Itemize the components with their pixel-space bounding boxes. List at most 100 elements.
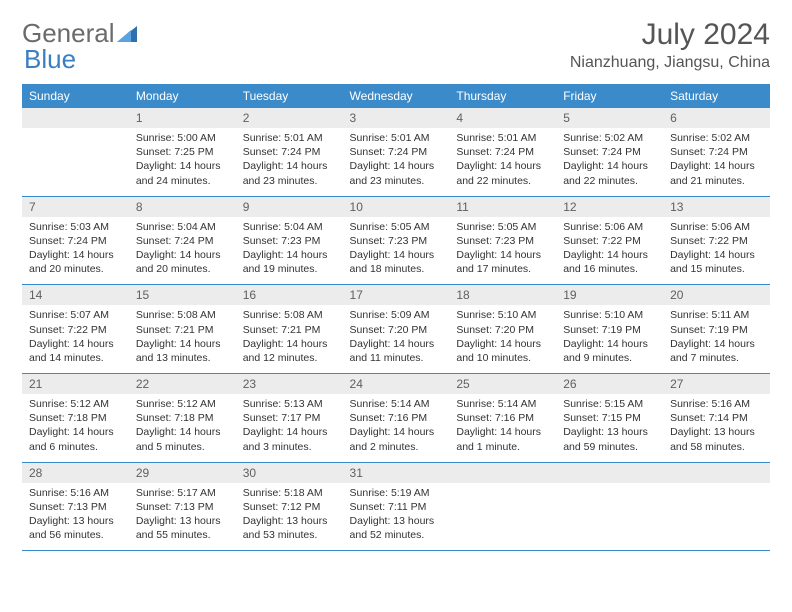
day-detail-line: Daylight: 14 hours (243, 159, 336, 173)
calendar-cell: 22Sunrise: 5:12 AMSunset: 7:18 PMDayligh… (129, 374, 236, 463)
day-detail-line: Sunrise: 5:17 AM (136, 486, 229, 500)
calendar-cell: 17Sunrise: 5:09 AMSunset: 7:20 PMDayligh… (343, 285, 450, 374)
day-number: 15 (129, 285, 236, 305)
day-detail-line: Sunset: 7:21 PM (136, 323, 229, 337)
day-detail-line: Daylight: 13 hours (29, 514, 122, 528)
day-detail-line: Sunrise: 5:13 AM (243, 397, 336, 411)
day-detail-line: Sunset: 7:22 PM (563, 234, 656, 248)
day-detail-line: and 22 minutes. (563, 174, 656, 188)
calendar-cell (449, 462, 556, 551)
calendar-cell: 4Sunrise: 5:01 AMSunset: 7:24 PMDaylight… (449, 108, 556, 196)
day-detail-line: and 11 minutes. (350, 351, 443, 365)
calendar-week-row: 1Sunrise: 5:00 AMSunset: 7:25 PMDaylight… (22, 108, 770, 196)
day-detail-line: Sunset: 7:20 PM (456, 323, 549, 337)
calendar-cell: 20Sunrise: 5:11 AMSunset: 7:19 PMDayligh… (663, 285, 770, 374)
calendar-cell: 11Sunrise: 5:05 AMSunset: 7:23 PMDayligh… (449, 196, 556, 285)
day-detail-line: and 19 minutes. (243, 262, 336, 276)
day-detail-line: Sunset: 7:15 PM (563, 411, 656, 425)
day-detail-line: Sunrise: 5:11 AM (670, 308, 763, 322)
day-detail-line: Sunset: 7:17 PM (243, 411, 336, 425)
day-detail-line: and 16 minutes. (563, 262, 656, 276)
day-details: Sunrise: 5:08 AMSunset: 7:21 PMDaylight:… (236, 305, 343, 373)
day-detail-line: Sunrise: 5:06 AM (670, 220, 763, 234)
day-number: 17 (343, 285, 450, 305)
day-detail-line: Sunrise: 5:05 AM (350, 220, 443, 234)
day-detail-line: Sunrise: 5:12 AM (29, 397, 122, 411)
day-number: 2 (236, 108, 343, 128)
day-detail-line: Sunrise: 5:01 AM (456, 131, 549, 145)
day-detail-line: Sunrise: 5:08 AM (243, 308, 336, 322)
day-details: Sunrise: 5:12 AMSunset: 7:18 PMDaylight:… (129, 394, 236, 462)
calendar-cell: 2Sunrise: 5:01 AMSunset: 7:24 PMDaylight… (236, 108, 343, 196)
day-detail-line: and 9 minutes. (563, 351, 656, 365)
day-detail-line: and 10 minutes. (456, 351, 549, 365)
weekday-header: Sunday (22, 84, 129, 108)
day-details: Sunrise: 5:17 AMSunset: 7:13 PMDaylight:… (129, 483, 236, 551)
calendar-cell: 5Sunrise: 5:02 AMSunset: 7:24 PMDaylight… (556, 108, 663, 196)
day-detail-line: Daylight: 14 hours (456, 248, 549, 262)
day-detail-line: Sunrise: 5:00 AM (136, 131, 229, 145)
day-detail-line: Daylight: 13 hours (670, 425, 763, 439)
day-detail-line: and 23 minutes. (243, 174, 336, 188)
month-title: July 2024 (570, 18, 770, 52)
day-details: Sunrise: 5:14 AMSunset: 7:16 PMDaylight:… (343, 394, 450, 462)
day-number: 28 (22, 463, 129, 483)
day-detail-line: and 52 minutes. (350, 528, 443, 542)
day-detail-line: Sunset: 7:11 PM (350, 500, 443, 514)
day-details: Sunrise: 5:18 AMSunset: 7:12 PMDaylight:… (236, 483, 343, 551)
calendar-cell: 27Sunrise: 5:16 AMSunset: 7:14 PMDayligh… (663, 374, 770, 463)
calendar-cell: 23Sunrise: 5:13 AMSunset: 7:17 PMDayligh… (236, 374, 343, 463)
day-detail-line: Daylight: 14 hours (350, 337, 443, 351)
day-detail-line: and 24 minutes. (136, 174, 229, 188)
day-detail-line: Sunset: 7:13 PM (29, 500, 122, 514)
day-detail-line: and 12 minutes. (243, 351, 336, 365)
calendar-header-row: SundayMondayTuesdayWednesdayThursdayFrid… (22, 84, 770, 108)
day-number: 25 (449, 374, 556, 394)
day-details (449, 483, 556, 541)
calendar-table: SundayMondayTuesdayWednesdayThursdayFrid… (22, 84, 770, 551)
location-subtitle: Nianzhuang, Jiangsu, China (570, 54, 770, 72)
day-detail-line: Sunset: 7:12 PM (243, 500, 336, 514)
day-number: 3 (343, 108, 450, 128)
day-detail-line: Daylight: 14 hours (563, 337, 656, 351)
weekday-header: Monday (129, 84, 236, 108)
day-number: 9 (236, 197, 343, 217)
day-details: Sunrise: 5:11 AMSunset: 7:19 PMDaylight:… (663, 305, 770, 373)
calendar-week-row: 28Sunrise: 5:16 AMSunset: 7:13 PMDayligh… (22, 462, 770, 551)
calendar-cell: 3Sunrise: 5:01 AMSunset: 7:24 PMDaylight… (343, 108, 450, 196)
calendar-cell: 12Sunrise: 5:06 AMSunset: 7:22 PMDayligh… (556, 196, 663, 285)
day-detail-line: and 53 minutes. (243, 528, 336, 542)
day-number: 8 (129, 197, 236, 217)
day-detail-line: Daylight: 13 hours (563, 425, 656, 439)
day-details: Sunrise: 5:05 AMSunset: 7:23 PMDaylight:… (449, 217, 556, 285)
day-details: Sunrise: 5:16 AMSunset: 7:13 PMDaylight:… (22, 483, 129, 551)
day-detail-line: Daylight: 14 hours (670, 248, 763, 262)
day-detail-line: Sunset: 7:19 PM (670, 323, 763, 337)
day-details: Sunrise: 5:01 AMSunset: 7:24 PMDaylight:… (343, 128, 450, 196)
day-detail-line: Sunrise: 5:04 AM (243, 220, 336, 234)
day-details: Sunrise: 5:07 AMSunset: 7:22 PMDaylight:… (22, 305, 129, 373)
day-detail-line: Sunset: 7:24 PM (670, 145, 763, 159)
day-detail-line: and 5 minutes. (136, 440, 229, 454)
day-detail-line: Sunrise: 5:10 AM (456, 308, 549, 322)
day-number: 26 (556, 374, 663, 394)
calendar-cell: 6Sunrise: 5:02 AMSunset: 7:24 PMDaylight… (663, 108, 770, 196)
day-detail-line: Sunset: 7:22 PM (29, 323, 122, 337)
day-detail-line: Sunset: 7:22 PM (670, 234, 763, 248)
logo-text-blue: Blue (24, 44, 76, 75)
day-detail-line: and 2 minutes. (350, 440, 443, 454)
day-detail-line: Sunset: 7:13 PM (136, 500, 229, 514)
calendar-cell (663, 462, 770, 551)
day-number: 24 (343, 374, 450, 394)
calendar-cell: 30Sunrise: 5:18 AMSunset: 7:12 PMDayligh… (236, 462, 343, 551)
calendar-cell (22, 108, 129, 196)
calendar-cell (556, 462, 663, 551)
day-detail-line: Daylight: 14 hours (29, 337, 122, 351)
day-detail-line: Daylight: 13 hours (136, 514, 229, 528)
calendar-cell: 13Sunrise: 5:06 AMSunset: 7:22 PMDayligh… (663, 196, 770, 285)
day-detail-line: Daylight: 14 hours (456, 425, 549, 439)
day-number: 31 (343, 463, 450, 483)
day-details: Sunrise: 5:15 AMSunset: 7:15 PMDaylight:… (556, 394, 663, 462)
calendar-cell: 16Sunrise: 5:08 AMSunset: 7:21 PMDayligh… (236, 285, 343, 374)
day-detail-line: Sunrise: 5:09 AM (350, 308, 443, 322)
